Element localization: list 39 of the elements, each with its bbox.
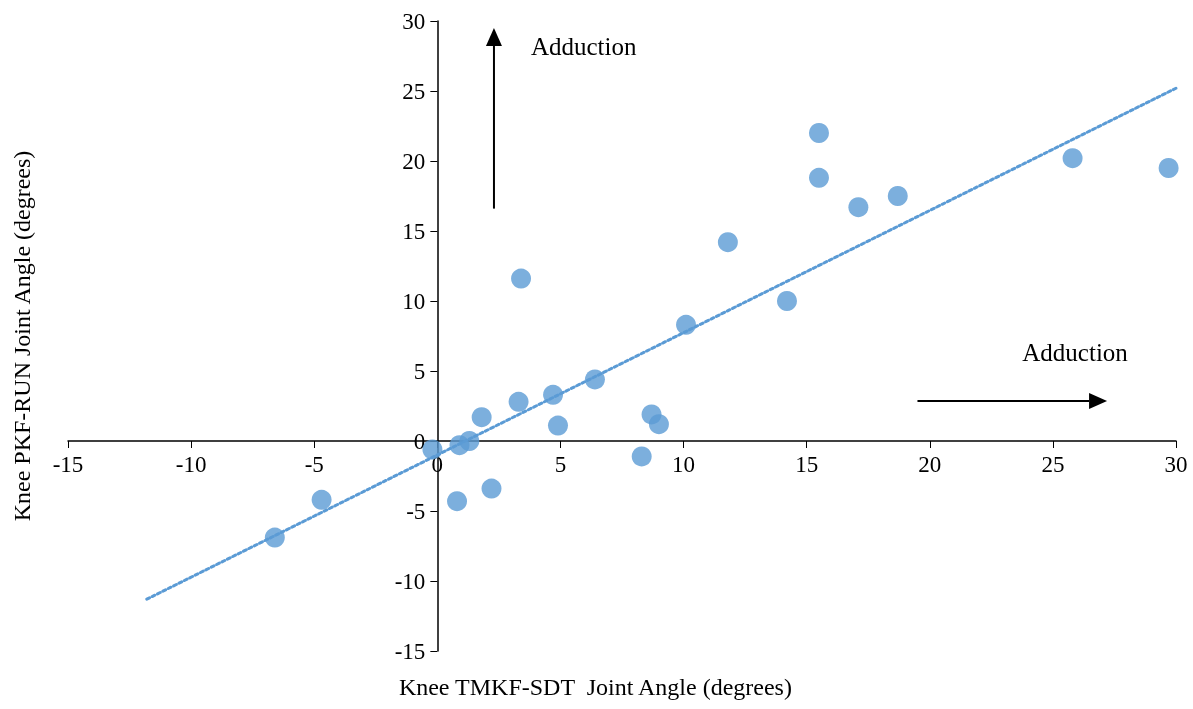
y-tick-label: 30 [402,8,426,34]
x-tick-label: 10 [672,452,696,477]
x-tick-label: 15 [795,452,819,477]
y-tick-label: 10 [402,288,426,314]
y-tick-label: -10 [394,568,426,594]
point [809,167,829,188]
point [1062,148,1083,169]
y-tick-label: -5 [406,498,426,524]
x-tick-label: 20 [918,452,942,477]
point [511,268,532,289]
y-axis-title: Knee PKF-RUN Joint Angle (degrees) [9,150,35,522]
y-tick-label: 20 [402,148,426,174]
x-tick-label: -15 [52,452,84,477]
x-tick-label: 25 [1041,452,1065,477]
point [631,446,652,467]
x-tick-label: -10 [175,452,207,477]
point [809,123,829,143]
point [508,391,529,412]
point [848,197,869,218]
x-tick-label: -5 [304,452,324,477]
point [717,232,738,253]
point [447,491,468,512]
annotation: Adduction [1022,339,1129,367]
point [471,407,492,428]
y-tick-label: 25 [402,78,426,104]
y-tick-label: 5 [413,358,426,384]
point [648,414,669,435]
point [776,291,797,311]
point [1158,158,1179,178]
point [311,489,332,510]
x-tick-label: 30 [1164,452,1188,477]
y-tick-label: 15 [402,218,426,244]
point [481,478,502,499]
y-tick-label: -15 [394,638,426,664]
point [887,186,908,206]
x-tick-label: 5 [554,452,567,477]
x-axis-title: Knee TMKF-SDT Joint Angle (degrees) [398,674,792,700]
annotation: Adduction [530,32,637,60]
point [548,415,568,436]
